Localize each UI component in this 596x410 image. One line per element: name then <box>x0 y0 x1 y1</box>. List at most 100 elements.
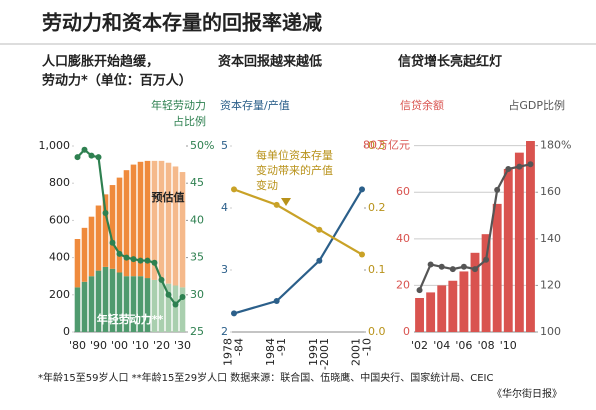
bar <box>526 141 535 332</box>
y2-axis-label: 占比例 <box>173 114 206 128</box>
x-tick-label-line: -2001 <box>318 338 331 370</box>
point <box>172 301 179 308</box>
bar <box>158 281 165 332</box>
y-tick-label: 40 <box>396 232 410 245</box>
x-tick-label: '10 <box>132 339 149 352</box>
x-tick-label: '30 <box>174 339 191 352</box>
y2-tick-label: 30 <box>190 288 204 301</box>
y-tick-label: 80万亿元 <box>363 139 410 152</box>
point <box>231 186 237 193</box>
bar <box>415 297 424 332</box>
point <box>74 154 81 161</box>
x-tick-label-line: -10 <box>361 338 374 356</box>
y2-tick-label: 0.1 <box>368 263 386 276</box>
annotation-arrow <box>281 198 291 206</box>
point <box>144 257 151 264</box>
point <box>158 276 165 283</box>
point <box>505 165 512 172</box>
point <box>438 263 445 270</box>
annotation: 变动 <box>256 178 278 192</box>
x-tick-label: 2001-10 <box>350 338 374 366</box>
bar <box>151 279 158 332</box>
y2-tick-label: 50% <box>190 139 214 152</box>
bar <box>481 234 491 332</box>
bar <box>130 276 137 332</box>
y2-tick-label: 100 <box>540 325 561 338</box>
bar <box>74 287 81 332</box>
point <box>516 163 523 170</box>
panel-subtitle: 劳动力*（单位：百万人） <box>42 73 192 89</box>
y-tick-label: 600 <box>49 213 70 226</box>
y-tick-label: 0 <box>63 325 70 338</box>
bar <box>514 152 524 332</box>
point <box>165 291 172 298</box>
bar <box>81 227 88 282</box>
panel-title: 人口膨胀开始趋缓， <box>42 54 159 70</box>
x-tick-label: '02 <box>411 339 428 352</box>
series-label: 年轻劳动力** <box>97 312 164 326</box>
bar <box>172 285 179 332</box>
bar <box>102 194 109 267</box>
point <box>179 294 186 301</box>
x-tick-label: 1984-91 <box>264 338 288 366</box>
point <box>316 226 323 233</box>
bar <box>437 285 447 332</box>
x-tick-label: '00 <box>111 339 128 352</box>
point <box>102 209 109 216</box>
y-tick-label: 3 <box>221 263 228 276</box>
bar <box>151 160 158 280</box>
bar <box>88 216 95 277</box>
point <box>109 239 116 246</box>
panel-title: 信贷增长亮起红灯 <box>398 54 502 70</box>
bar <box>109 268 116 332</box>
bar <box>95 205 102 271</box>
bar <box>144 278 151 332</box>
point <box>416 287 423 294</box>
y2-tick-label: 160 <box>540 185 561 198</box>
bar <box>144 160 151 279</box>
point <box>427 261 434 268</box>
y-tick-label: 4 <box>221 201 228 214</box>
y2-tick-label: 0.3 <box>368 139 386 152</box>
x-tick-label: '08 <box>478 339 495 352</box>
bar <box>116 272 123 332</box>
bar <box>165 283 172 332</box>
bar <box>448 280 458 332</box>
bar <box>130 164 137 277</box>
source: 《华尔街日报》 <box>492 387 562 400</box>
y2-tick-label: 35 <box>190 251 204 264</box>
bar <box>137 161 144 277</box>
bar <box>88 276 95 332</box>
bar <box>74 239 81 288</box>
point <box>123 254 130 261</box>
bar <box>459 271 469 332</box>
x-tick-label-line: -91 <box>275 338 288 356</box>
point <box>527 161 534 168</box>
y2-tick-label: 180% <box>540 139 571 152</box>
y-tick-label: 1,000 <box>39 139 71 152</box>
y-tick-label: 800 <box>49 176 70 189</box>
bar <box>158 160 165 282</box>
y2-tick-label: 45 <box>190 176 204 189</box>
point <box>359 251 365 258</box>
bar <box>102 266 109 332</box>
x-tick-label: '06 <box>455 339 472 352</box>
y2-tick-label: 120 <box>540 278 561 291</box>
annotation: 预估值 <box>152 190 185 204</box>
bar <box>95 270 102 332</box>
bar <box>179 172 186 288</box>
y2-tick-label: 40 <box>190 213 204 226</box>
bar <box>165 162 172 284</box>
bar <box>492 203 502 332</box>
panel-title: 资本回报越来越低 <box>218 54 322 70</box>
x-tick-label: '10 <box>500 339 517 352</box>
y-tick-label: 0 <box>403 325 410 338</box>
x-tick-label-line: 1984 <box>264 338 277 366</box>
line <box>76 148 184 307</box>
footnote: *年龄15至59岁人口 **年龄15至29岁人口 数据来源：联合国、伍晓鹰、中国… <box>38 371 494 384</box>
y2-tick-label: 140 <box>540 232 561 245</box>
bar <box>123 276 130 332</box>
x-tick-label-line: 1991 <box>307 338 320 366</box>
y-tick-label: 5 <box>221 139 228 152</box>
